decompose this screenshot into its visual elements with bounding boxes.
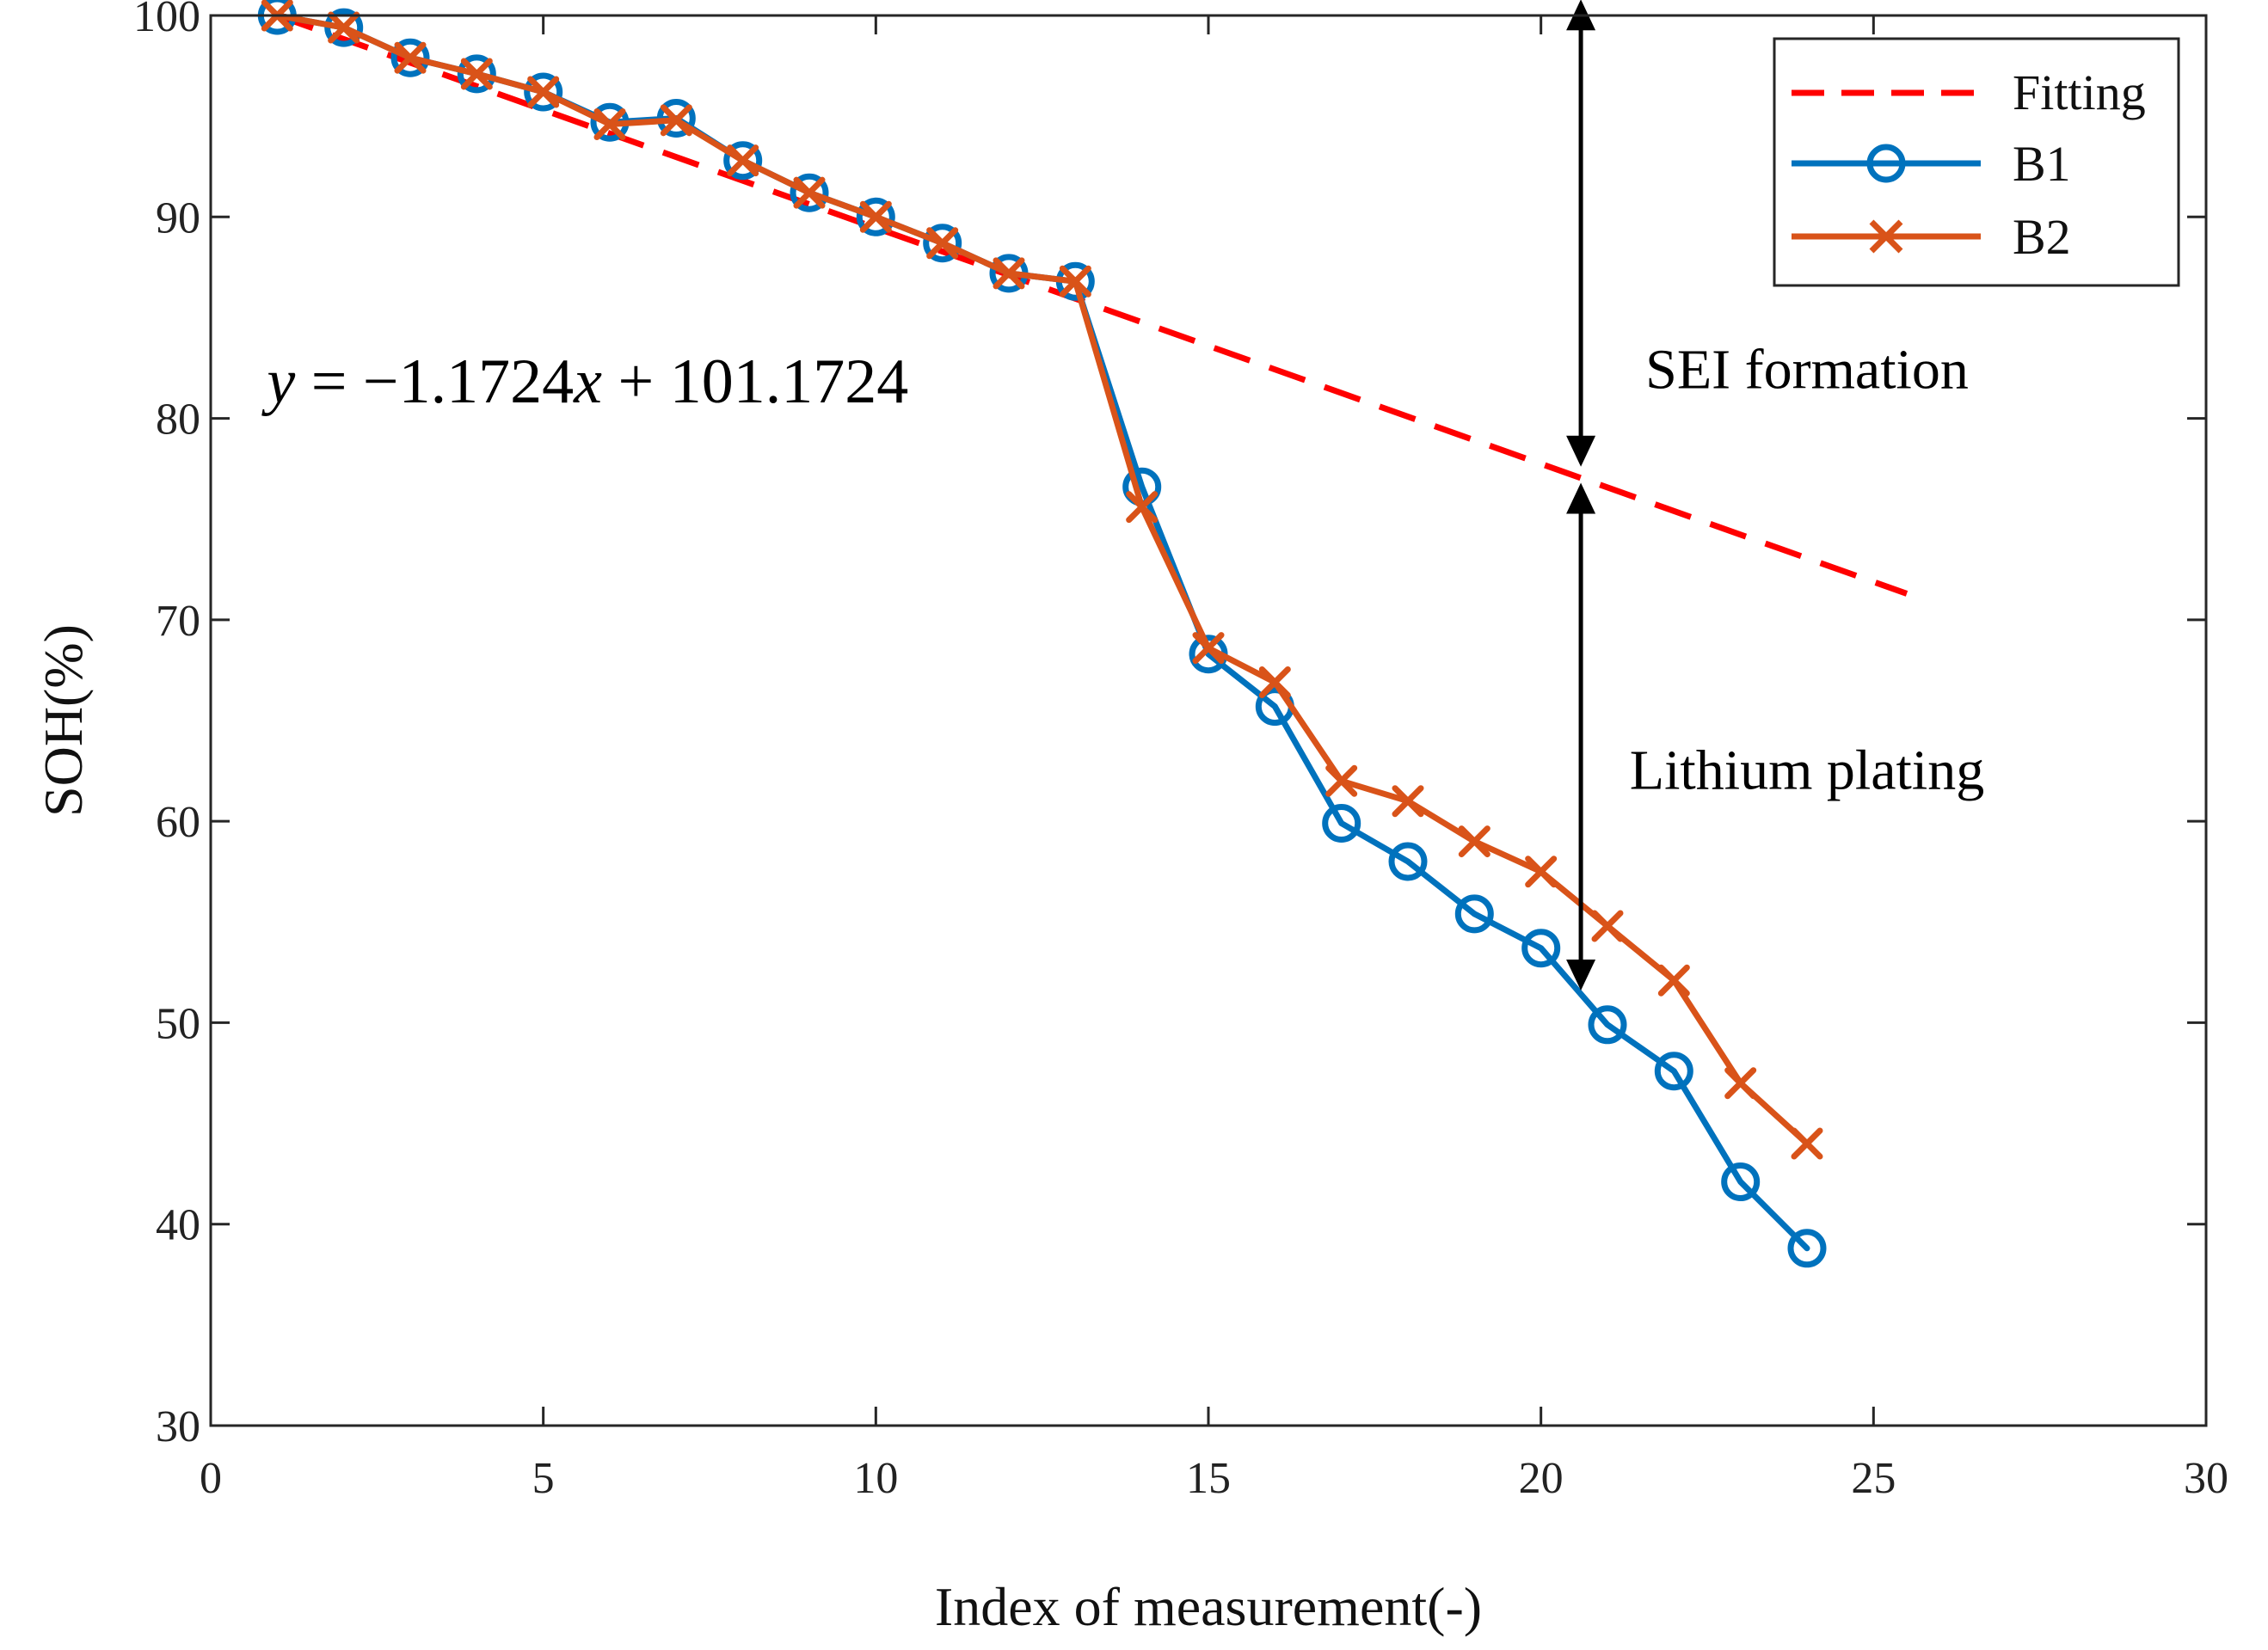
data-point-b1 xyxy=(1454,894,1494,934)
x-axis-title: Index of measurement(-) xyxy=(935,1576,1482,1637)
data-point-b2 xyxy=(727,144,759,177)
data-point-b2 xyxy=(1325,764,1358,797)
y-tick-label: 40 xyxy=(156,1201,200,1250)
fit-equation: y = −1.1724x + 101.1724 xyxy=(261,347,908,417)
data-point-b2 xyxy=(859,200,892,233)
data-point-b1 xyxy=(923,224,962,263)
data-point-b2 xyxy=(793,176,826,209)
data-point-b2 xyxy=(993,257,1025,290)
data-point-b2 xyxy=(1192,632,1225,665)
data-point-b2 xyxy=(1591,910,1624,942)
x-tick-label: 10 xyxy=(853,1454,898,1503)
annotation-lithium-plating: Lithium plating xyxy=(1630,739,1984,802)
y-tick-label: 50 xyxy=(156,999,200,1048)
data-point-b2 xyxy=(1791,1127,1823,1160)
data-point-b2 xyxy=(1258,666,1291,698)
y-tick-label: 70 xyxy=(156,597,200,646)
data-point-b2 xyxy=(460,58,493,90)
data-point-b1 xyxy=(1721,1162,1761,1201)
x-tick-label: 30 xyxy=(2184,1454,2228,1503)
data-point-b2 xyxy=(394,41,427,74)
data-point-b2 xyxy=(1657,964,1690,997)
data-point-b1 xyxy=(723,141,763,181)
data-point-b2 xyxy=(1525,856,1558,888)
legend-marker-b1 xyxy=(1866,144,1906,183)
arrowhead-top xyxy=(1566,482,1596,514)
series-group xyxy=(257,0,1908,1268)
data-point-b1 xyxy=(1588,1005,1627,1045)
data-point-b2 xyxy=(1126,491,1159,524)
data-point-b2 xyxy=(660,104,692,137)
y-tick-label: 60 xyxy=(156,798,200,847)
annotation-sei-formation: SEI formation xyxy=(1645,338,1969,401)
data-point-b1 xyxy=(1388,842,1428,881)
data-point-b2 xyxy=(1059,265,1091,297)
arrowhead-bottom xyxy=(1566,435,1596,467)
data-point-b1 xyxy=(457,54,496,94)
x-tick-label: 15 xyxy=(1186,1454,1231,1503)
data-point-b1 xyxy=(524,72,563,112)
y-tick-label: 90 xyxy=(156,193,200,242)
legend: Fitting B1 B2 xyxy=(1773,37,2180,287)
y-tick-label: 30 xyxy=(156,1402,200,1451)
data-point-b1 xyxy=(1654,1052,1693,1091)
data-point-b1 xyxy=(1322,804,1361,843)
data-point-b1 xyxy=(390,38,430,77)
y-tick-label: 100 xyxy=(133,0,200,41)
axes-group: 0 5 10 15 20 25 30 30 40 50 60 70 80 90 100 xyxy=(133,0,2228,1503)
legend-marker-b2 xyxy=(1869,219,1903,254)
data-point-b2 xyxy=(527,76,560,108)
y-tick-label: 80 xyxy=(156,396,200,445)
legend-label-fitting: Fitting xyxy=(2013,64,2146,120)
data-point-b1 xyxy=(790,173,829,212)
data-point-b1 xyxy=(1787,1229,1827,1268)
y-axis-title: SOH(%) xyxy=(33,624,94,817)
data-point-b2 xyxy=(1392,785,1424,818)
legend-label-b2: B2 xyxy=(2013,209,2071,265)
x-tick-label: 0 xyxy=(200,1454,222,1503)
data-point-b2 xyxy=(328,11,360,44)
data-point-b2 xyxy=(1724,1067,1757,1100)
data-point-b2 xyxy=(1458,825,1490,858)
data-point-b1 xyxy=(856,197,895,236)
data-point-b2 xyxy=(593,108,626,141)
x-tick-label: 5 xyxy=(532,1454,555,1503)
arrowhead-bottom xyxy=(1566,959,1596,991)
data-point-b2 xyxy=(926,227,959,260)
x-tick-label: 20 xyxy=(1519,1454,1564,1503)
legend-label-b1: B1 xyxy=(2013,136,2071,192)
series-line-fitting xyxy=(276,12,1908,597)
x-tick-label: 25 xyxy=(1851,1454,1896,1503)
data-point-b1 xyxy=(1521,929,1561,968)
